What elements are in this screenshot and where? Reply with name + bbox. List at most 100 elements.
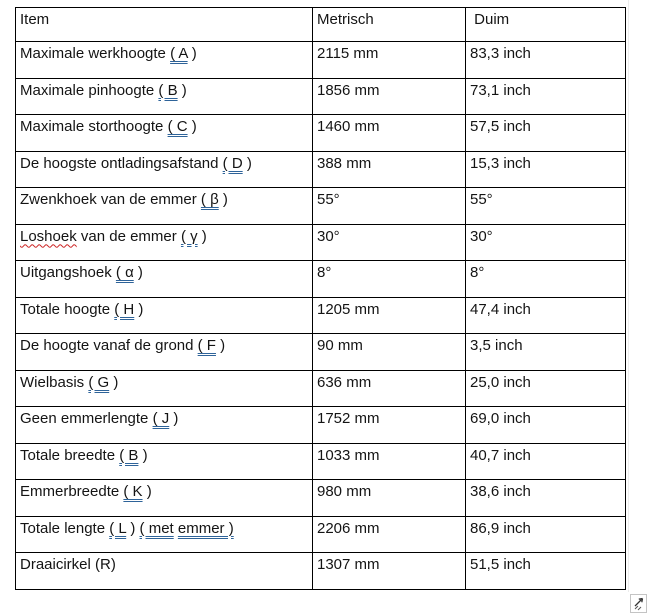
metric-cell[interactable]: 1033 mm — [312, 442, 466, 480]
duim-cell[interactable]: 57,5 inch — [465, 114, 626, 152]
duim-cell[interactable]: 30° — [465, 223, 626, 261]
label-text: ) — [138, 446, 148, 464]
table-header-row: Item Metrisch Duim — [15, 7, 626, 42]
item-cell[interactable]: Emmerbreedte ( K ) — [15, 479, 313, 517]
item-cell[interactable]: De hoogte vanaf de grond ( F ) — [15, 333, 313, 371]
underlined-ref: ( G — [88, 373, 110, 391]
item-cell[interactable]: Totale breedte ( B ) — [15, 442, 313, 480]
item-cell[interactable]: Maximale storthoogte ( C ) — [15, 114, 313, 152]
label-text: ) — [109, 373, 119, 391]
label-text: ) — [134, 300, 144, 318]
metric-cell[interactable]: 90 mm — [312, 333, 466, 371]
item-cell[interactable]: De hoogste ontladingsafstand ( D ) — [15, 150, 313, 188]
item-cell[interactable]: Zwenkhoek van de emmer ( β ) — [15, 187, 313, 225]
header-item[interactable]: Item — [15, 7, 313, 42]
underlined-ref: ( J — [152, 410, 170, 427]
duim-cell[interactable]: 47,4 inch — [465, 296, 626, 334]
label-text: Maximale pinhoogte — [20, 81, 159, 99]
metric-cell[interactable]: 30° — [312, 223, 466, 261]
duim-cell[interactable]: 15,3 inch — [465, 150, 626, 188]
label-text: ) — [215, 337, 226, 354]
label-text: De hoogte vanaf de grond — [20, 337, 198, 354]
metric-cell[interactable]: 8° — [312, 260, 466, 298]
duim-cell[interactable]: 8° — [465, 260, 626, 298]
item-cell[interactable]: Loshoek van de emmer ( γ ) — [15, 223, 313, 261]
duim-cell[interactable]: 25,0 inch — [465, 369, 626, 407]
label-text: Emmerbreedte — [20, 483, 124, 500]
duim-cell[interactable]: 3,5 inch — [465, 333, 626, 371]
item-cell[interactable]: Uitgangshoek ( α ) — [15, 260, 313, 298]
label-text: Totale lengte — [20, 519, 110, 537]
underlined-ref: ( H — [114, 300, 135, 318]
table-resize-handle[interactable] — [630, 594, 647, 613]
metric-cell[interactable]: 1752 mm — [312, 406, 466, 444]
header-duim[interactable]: Duim — [465, 7, 626, 42]
item-cell[interactable]: Totale hoogte ( H ) — [15, 296, 313, 334]
metric-cell[interactable]: 1205 mm — [312, 296, 466, 334]
label-text: Maximale storthoogte — [20, 118, 168, 135]
underlined-ref: ( D — [222, 154, 243, 172]
spec-table: Item Metrisch Duim Maximale werkhoogte (… — [15, 7, 626, 590]
metric-cell[interactable]: 55° — [312, 187, 466, 225]
duim-cell[interactable]: 69,0 inch — [465, 406, 626, 444]
table-row: Maximale werkhoogte ( A ) 2115 mm 83,3 inc… — [15, 41, 626, 79]
metric-cell[interactable]: 1856 mm — [312, 77, 466, 115]
label-text: van de emmer — [76, 227, 181, 245]
duim-cell[interactable]: 83,3 inch — [465, 41, 626, 79]
table-row: Loshoek van de emmer ( γ ) 30° 30° — [15, 223, 626, 261]
metric-cell[interactable]: 2115 mm — [312, 41, 466, 79]
underlined-ref: ( B — [119, 446, 139, 464]
label-text: Maximale werkhoogte — [20, 45, 171, 62]
label-text: ) — [218, 191, 228, 208]
item-cell[interactable]: Wielbasis ( G ) — [15, 369, 313, 407]
metric-cell[interactable]: 1307 mm — [312, 552, 466, 590]
label-text: ) — [169, 410, 179, 427]
underlined-ref: ( met — [139, 519, 174, 537]
item-cell[interactable]: Totale lengte ( L ) ( met emmer ) — [15, 515, 313, 553]
table-row: Draaicirkel (R) 1307 mm 51,5 inch — [15, 552, 626, 590]
label-text: ) — [242, 154, 252, 172]
duim-cell[interactable]: 38,6 inch — [465, 479, 626, 517]
label-text: De hoogste ontladingsafstand — [20, 154, 223, 172]
underlined-ref: ( K — [123, 483, 143, 500]
underlined-ref: ( L — [109, 519, 127, 537]
header-metric[interactable]: Metrisch — [312, 7, 466, 42]
label-text: ) — [197, 227, 207, 245]
metric-cell[interactable]: 388 mm — [312, 150, 466, 188]
label-text: Draaicirkel (R) — [20, 556, 116, 573]
duim-cell[interactable]: 73,1 inch — [465, 77, 626, 115]
table-row: Totale lengte ( L ) ( met emmer ) 2206 mm… — [15, 515, 626, 553]
table-row: De hoogte vanaf de grond ( F ) 90 mm 3,5 i… — [15, 333, 626, 371]
underlined-ref: ( C — [167, 118, 188, 135]
table-row: Emmerbreedte ( K ) 980 mm 38,6 inch — [15, 479, 626, 517]
duim-cell[interactable]: 51,5 inch — [465, 552, 626, 590]
item-cell[interactable]: Maximale werkhoogte ( A ) — [15, 41, 313, 79]
underlined-ref: ( B — [158, 81, 178, 99]
underlined-ref: ( β — [200, 191, 219, 208]
duim-cell[interactable]: 40,7 inch — [465, 442, 626, 480]
underlined-ref: ( F — [197, 337, 216, 354]
label-text: Zwenkhoek van de emmer — [20, 191, 201, 208]
table-row: Maximale pinhoogte ( B ) 1856 mm 73,1 inch — [15, 77, 626, 115]
table-row: Maximale storthoogte ( C ) 1460 mm 57,5 in… — [15, 114, 626, 152]
label-text: ) — [142, 483, 152, 500]
duim-cell[interactable]: 55° — [465, 187, 626, 225]
table-row: Uitgangshoek ( α ) 8° 8° — [15, 260, 626, 298]
item-cell[interactable]: Geen emmerlengte ( J ) — [15, 406, 313, 444]
label-text: Totale hoogte — [20, 300, 115, 318]
label-text: Uitgangshoek — [20, 264, 116, 281]
resize-handle-icon — [630, 594, 647, 613]
underlined-ref: emmer ) — [177, 519, 234, 537]
label-text: Wielbasis — [20, 373, 89, 391]
metric-cell[interactable]: 980 mm — [312, 479, 466, 517]
metric-cell[interactable]: 2206 mm — [312, 515, 466, 553]
metric-cell[interactable]: 1460 mm — [312, 114, 466, 152]
label-text: Geen emmerlengte — [20, 410, 153, 427]
item-cell[interactable]: Draaicirkel (R) — [15, 552, 313, 590]
item-cell[interactable]: Maximale pinhoogte ( B ) — [15, 77, 313, 115]
duim-cell[interactable]: 86,9 inch — [465, 515, 626, 553]
metric-cell[interactable]: 636 mm — [312, 369, 466, 407]
label-text: ) — [133, 264, 143, 281]
table-row: Wielbasis ( G ) 636 mm 25,0 inch — [15, 369, 626, 407]
